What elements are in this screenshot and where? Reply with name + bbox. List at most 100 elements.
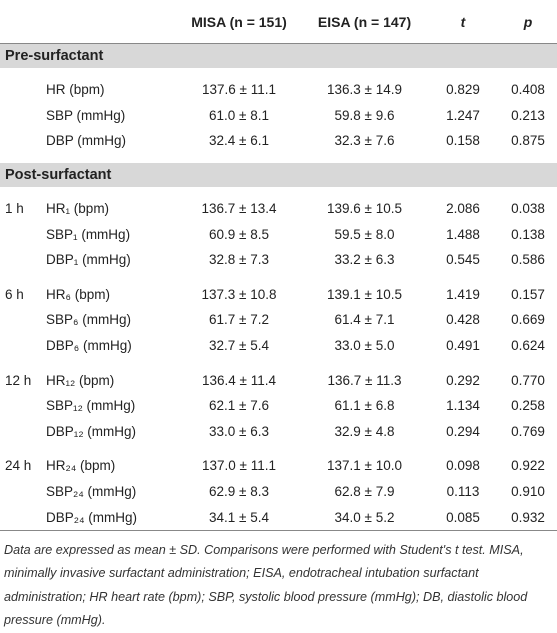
time-cell: 6 h — [0, 272, 46, 308]
misa-cell: 60.9 ± 8.5 — [209, 226, 269, 242]
eisa-cell: 137.1 ± 10.0 — [302, 444, 427, 479]
eisa-cell: 32.9 ± 4.8 — [334, 423, 395, 439]
variable-cell: HR₁ (bpm) — [46, 186, 176, 222]
variable-cell: HR₆ (bpm) — [46, 272, 176, 308]
eisa-cell: 61.4 ± 7.1 — [334, 312, 395, 328]
variable-cell: DBP₁₂ (mmHg) — [46, 423, 137, 439]
time-cell: 1 h — [0, 186, 46, 222]
footnote: Data are expressed as mean ± SD. Compari… — [4, 542, 528, 628]
data-row: 12 h HR₁₂ (bpm) 136.4 ± 11.4 136.7 ± 11.3 0.… — [0, 358, 557, 393]
p-cell: 0.922 — [499, 444, 557, 479]
header-cell: EISA (n = 147) — [302, 0, 427, 44]
misa-cell: 62.9 ± 8.3 — [209, 484, 269, 500]
eisa-cell: 136.7 ± 11.3 — [302, 358, 427, 393]
p-cell: 0.213 — [511, 107, 545, 123]
p-cell: 0.910 — [511, 484, 545, 500]
variable-cell: SBP₁ (mmHg) — [46, 226, 131, 242]
p-cell: 0.769 — [511, 423, 545, 439]
misa-cell: 137.3 ± 10.8 — [176, 272, 302, 308]
header-cell: p — [499, 0, 557, 44]
p-cell: 0.038 — [499, 186, 557, 222]
data-row: DBP₁₂ (mmHg) 33.0 ± 6.3 32.9 ± 4.8 0.294 0.7… — [0, 419, 557, 449]
eisa-cell: 62.8 ± 7.9 — [334, 484, 395, 500]
p-cell: 0.157 — [499, 272, 557, 308]
time-cell — [0, 307, 46, 333]
data-table: MISA (n = 151) EISA (n = 147) t p Pre-su… — [0, 0, 557, 531]
eisa-cell: 61.1 ± 6.8 — [334, 398, 395, 414]
eisa-cell: 32.3 ± 7.6 — [334, 133, 395, 149]
section-row: Pre-surfactant — [0, 43, 557, 73]
time-cell — [0, 221, 46, 247]
data-row: SBP₂₄ (mmHg) 62.9 ± 8.3 62.8 ± 7.9 0.113 0.9… — [0, 479, 557, 505]
eisa-cell: 34.0 ± 5.2 — [302, 504, 427, 531]
t-cell: 1.419 — [427, 272, 499, 308]
eisa-cell: 139.6 ± 10.5 — [302, 186, 427, 222]
data-row: 1 h HR₁ (bpm) 136.7 ± 13.4 139.6 ± 10.5 2.08… — [0, 186, 557, 222]
data-row: SBP₁ (mmHg) 60.9 ± 8.5 59.5 ± 8.0 1.488 0.13… — [0, 221, 557, 247]
misa-cell: 33.0 ± 6.3 — [209, 423, 269, 439]
table-body: Pre-surfactant HR (bpm) 137.6 ± 11.1 136.3 … — [0, 43, 557, 531]
header-cell: t — [427, 0, 499, 44]
variable-cell: SBP₁₂ (mmHg) — [46, 398, 136, 414]
data-row: 6 h HR₆ (bpm) 137.3 ± 10.8 139.1 ± 10.5 1.41… — [0, 272, 557, 308]
data-row: SBP (mmHg) 61.0 ± 8.1 59.8 ± 9.6 1.247 0.213 — [0, 103, 557, 129]
misa-cell: 137.6 ± 11.1 — [176, 67, 302, 103]
p-cell: 0.875 — [511, 133, 545, 149]
misa-cell: 61.0 ± 8.1 — [209, 107, 269, 123]
misa-cell: 136.4 ± 11.4 — [176, 358, 302, 393]
eisa-cell: 59.8 ± 9.6 — [334, 107, 395, 123]
section-title: Post-surfactant — [0, 153, 557, 192]
t-cell: 0.113 — [446, 484, 480, 500]
variable-cell: HR₁₂ (bpm) — [46, 358, 176, 393]
variable-cell: HR (bpm) — [46, 67, 176, 103]
data-row: SBP₆ (mmHg) 61.7 ± 7.2 61.4 ± 7.1 0.428 0.66… — [0, 307, 557, 333]
time-cell — [0, 479, 46, 505]
misa-cell: 136.7 ± 13.4 — [176, 186, 302, 222]
eisa-cell: 136.3 ± 14.9 — [302, 67, 427, 103]
data-row: SBP₁₂ (mmHg) 62.1 ± 7.6 61.1 ± 6.8 1.134 0.2… — [0, 393, 557, 419]
data-row: 24 h HR₂₄ (bpm) 137.0 ± 11.1 137.1 ± 10.0 0.… — [0, 444, 557, 479]
t-cell: 0.491 — [446, 338, 480, 354]
variable-cell: HR₂₄ (bpm) — [46, 444, 176, 479]
time-cell — [0, 393, 46, 419]
eisa-cell: 33.0 ± 5.0 — [334, 338, 395, 354]
data-row: DBP (mmHg) 32.4 ± 6.1 32.3 ± 7.6 0.158 0.875 — [0, 128, 557, 158]
variable-cell: SBP₆ (mmHg) — [46, 312, 131, 328]
header-cell: MISA (n = 151) — [176, 0, 302, 44]
p-cell: 0.770 — [499, 358, 557, 393]
p-cell: 0.586 — [511, 252, 545, 268]
t-cell: 1.247 — [446, 107, 480, 123]
table-header: MISA (n = 151) EISA (n = 147) t p — [0, 0, 557, 44]
misa-cell: 61.7 ± 7.2 — [209, 312, 269, 328]
t-cell: 0.545 — [446, 252, 480, 268]
time-cell — [0, 333, 46, 363]
eisa-cell: 33.2 ± 6.3 — [334, 252, 395, 268]
data-row: HR (bpm) 137.6 ± 11.1 136.3 ± 14.9 0.829 0.4… — [0, 67, 557, 103]
misa-cell: 32.7 ± 5.4 — [209, 338, 269, 354]
variable-cell: DBP₂₄ (mmHg) — [46, 504, 176, 531]
data-row: DBP₁ (mmHg) 32.8 ± 7.3 33.2 ± 6.3 0.545 0.58… — [0, 247, 557, 277]
t-cell: 0.829 — [427, 67, 499, 103]
t-cell: 0.098 — [427, 444, 499, 479]
section-row: Post-surfactant — [0, 153, 557, 192]
t-cell: 0.292 — [427, 358, 499, 393]
section-title: Pre-surfactant — [0, 43, 557, 73]
data-row: DBP₆ (mmHg) 32.7 ± 5.4 33.0 ± 5.0 0.491 0.62… — [0, 333, 557, 363]
header-row: MISA (n = 151) EISA (n = 147) t p — [0, 0, 557, 44]
p-cell: 0.258 — [511, 398, 545, 414]
p-cell: 0.408 — [499, 67, 557, 103]
p-cell: 0.932 — [499, 504, 557, 531]
p-cell: 0.669 — [511, 312, 545, 328]
t-cell: 0.428 — [446, 312, 480, 328]
misa-cell: 32.4 ± 6.1 — [209, 133, 269, 149]
eisa-cell: 59.5 ± 8.0 — [334, 226, 395, 242]
time-cell — [0, 67, 46, 103]
misa-cell: 137.0 ± 11.1 — [176, 444, 302, 479]
variable-cell: DBP (mmHg) — [46, 133, 127, 149]
header-cell — [0, 0, 46, 44]
t-cell: 1.134 — [446, 398, 480, 414]
eisa-cell: 139.1 ± 10.5 — [302, 272, 427, 308]
p-cell: 0.624 — [511, 338, 545, 354]
time-cell — [0, 504, 46, 531]
